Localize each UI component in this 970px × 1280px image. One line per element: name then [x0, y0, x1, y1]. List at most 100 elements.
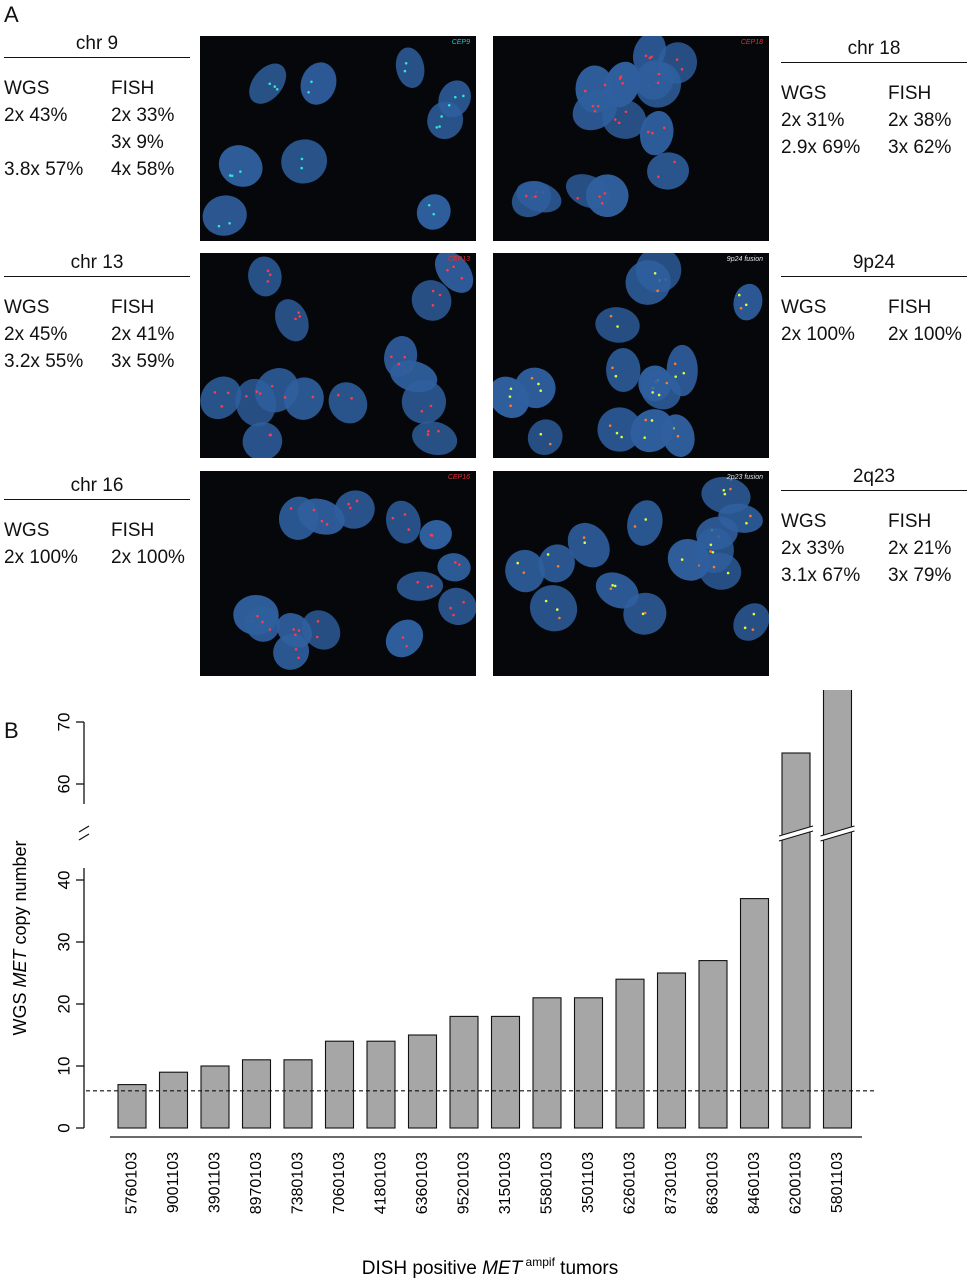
bar-break-line [820, 830, 855, 842]
probe-label: CEP16 [447, 474, 470, 481]
bar [200, 1065, 230, 1129]
x-tick-label: 8970103 [248, 1152, 265, 1214]
label-rule [781, 276, 967, 277]
fish-value: 2x 100% [888, 324, 962, 345]
x-tick-label: 6360103 [414, 1152, 431, 1214]
x-tick-label: 5760103 [124, 1152, 141, 1214]
wgs-header: WGS [781, 297, 827, 318]
chromosome-label: chr 18 [847, 38, 901, 59]
y-tick-label: 60 [55, 775, 74, 794]
fish-micrograph: CEP9 [200, 36, 476, 241]
wgs-value: 2x 45% [4, 324, 68, 345]
bar [283, 1059, 313, 1129]
fish-value: 3x 59% [111, 351, 175, 372]
wgs-header: WGS [4, 297, 50, 318]
x-tick-label: 4180103 [373, 1152, 390, 1214]
fish-header: FISH [888, 83, 932, 104]
y-tick-label: 20 [55, 995, 74, 1014]
met-copy-number-bar-chart: 0 10 20 30 40 60 70 5760103 9001103 3901103 897010… [10, 690, 876, 1279]
probe-label: CEP9 [451, 39, 470, 46]
bar [698, 960, 728, 1129]
fish-micrograph: CEP13 [200, 253, 476, 458]
label-rule [781, 490, 967, 491]
wgs-value: 2.9x 69% [781, 137, 861, 158]
x-tick-label: 3501103 [580, 1152, 597, 1213]
y-tick-label: 40 [55, 871, 74, 890]
fish-header: FISH [888, 297, 932, 318]
fish-value: 3x 9% [111, 132, 164, 153]
fish-value: 2x 100% [111, 547, 185, 568]
cell-nuclei-picture [493, 253, 763, 457]
bar [241, 1059, 272, 1129]
wgs-value: 2x 31% [781, 110, 845, 131]
x-tick-label: 8460103 [746, 1152, 763, 1214]
panel-b-letter: B [4, 718, 19, 743]
left-stats-block: chr 13 WGS FISH 2x 45% 3.2x 55% 2x 41% 3x 59% [4, 252, 194, 402]
x-tick-label: 5801103 [829, 1152, 846, 1213]
bar [366, 1040, 396, 1129]
wgs-header: WGS [781, 511, 827, 532]
x-tick-label: 8730103 [663, 1152, 680, 1214]
probe-label: CEP18 [740, 39, 763, 46]
wgs-header: WGS [4, 78, 50, 99]
probe-label: 9p24 fusion [726, 256, 763, 263]
cell-nuclei-picture [200, 253, 474, 458]
chromosome-label: chr 16 [70, 475, 124, 496]
x-tick-label: 6200103 [788, 1152, 805, 1214]
y-tick-label: 70 [55, 713, 74, 732]
fish-value: 2x 33% [111, 105, 175, 126]
fish-value: 2x 21% [888, 538, 952, 559]
cell-nuclei-picture [505, 476, 769, 641]
chromosome-label: 2q23 [852, 466, 896, 487]
bar [781, 752, 811, 1129]
bar [615, 978, 645, 1129]
label-rule [4, 276, 190, 277]
wgs-header: WGS [4, 520, 50, 541]
y-tick-label: 10 [55, 1057, 74, 1076]
bar [324, 1040, 355, 1129]
wgs-value: 3.1x 67% [781, 565, 861, 586]
y-tick-label: 30 [55, 933, 74, 952]
fish-value: 3x 62% [888, 137, 952, 158]
y-tick-label: 0 [55, 1123, 74, 1132]
left-stats-block: chr 9 WGS FISH 2x 43% 3.8x 57% 2x 33% 3x 9% 4x … [4, 33, 194, 183]
bar-break-gap [779, 826, 813, 841]
right-stats-block: chr 18 WGS FISH 2x 31% 2.9x 69% 2x 38% 3x 62% [781, 38, 970, 188]
fish-value: 2x 38% [888, 110, 952, 131]
left-stats-block: chr 16 WGS FISH 2x 100% 2x 100% [4, 475, 194, 625]
x-tick-label: 7060103 [331, 1152, 348, 1214]
x-tick-label: 3901103 [207, 1152, 224, 1213]
bar [656, 972, 687, 1129]
bar [490, 1015, 521, 1129]
bar [158, 1071, 189, 1129]
wgs-value: 2x 33% [781, 538, 845, 559]
cell-nuclei-picture [511, 36, 698, 218]
fish-value: 4x 58% [111, 159, 175, 180]
fish-header: FISH [111, 78, 155, 99]
probe-label: CEP13 [447, 256, 470, 263]
bar [739, 898, 770, 1129]
y-axis-label: WGS MET copy number [10, 840, 30, 1035]
fish-header: FISH [111, 297, 155, 318]
bar [822, 690, 853, 1129]
bar-break-line [820, 825, 855, 837]
fish-value: 3x 79% [888, 565, 952, 586]
x-tick-label: 5580103 [539, 1152, 556, 1214]
fish-header: FISH [888, 511, 932, 532]
label-rule [4, 57, 190, 58]
chromosome-label: chr 13 [70, 252, 124, 273]
wgs-header: WGS [781, 83, 827, 104]
wgs-value: 2x 100% [781, 324, 855, 345]
bar-break-line [778, 830, 814, 842]
x-tick-label: 7380103 [290, 1152, 307, 1214]
fish-micrograph: 2p23 fusion [493, 471, 769, 676]
wgs-value: 2x 100% [4, 547, 78, 568]
wgs-value: 3.8x 57% [4, 159, 84, 180]
axis-break-mark [78, 833, 90, 841]
axis-break-mark [78, 825, 90, 833]
fish-micrograph: CEP16 [200, 471, 476, 676]
bar [449, 1015, 479, 1129]
fish-micrograph: 9p24 fusion [493, 253, 769, 458]
cell-nuclei-picture [233, 490, 476, 670]
label-rule [4, 499, 190, 500]
